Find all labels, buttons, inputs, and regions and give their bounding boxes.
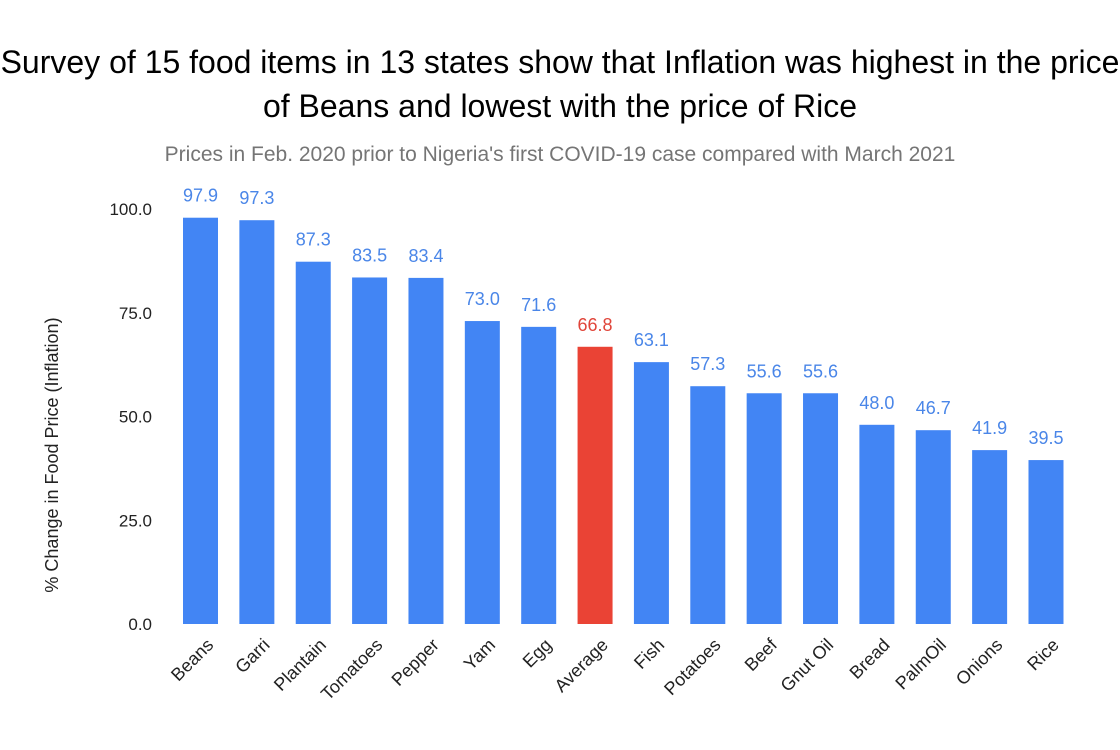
y-tick-labels: 0.0 25.0 50.0 75.0 100.0 [109,200,152,634]
x-tick-label: Garri [231,635,273,677]
bar-pepper [408,277,444,624]
value-label: 46.7 [916,398,951,418]
bars [183,217,1064,624]
value-label: 55.6 [747,361,782,381]
x-tick-label: PalmOil [891,635,950,694]
value-label: 41.9 [972,418,1007,438]
value-label: 71.6 [521,295,556,315]
x-tick-label: Beans [167,635,217,685]
y-tick-label: 25.0 [119,511,152,530]
chart-subtitle: Prices in Feb. 2020 prior to Nigeria's f… [164,143,956,166]
x-tick-label: Beef [741,634,782,675]
bar-potatoes [690,386,726,624]
value-label: 63.1 [634,330,669,350]
x-tick-label: Tomatoes [317,635,386,704]
y-tick-label: 75.0 [119,304,152,323]
y-tick-label: 50.0 [119,408,152,427]
bar-rice [1028,460,1064,624]
x-tick-label: Yam [460,635,499,674]
bar-egg [521,326,557,624]
value-label: 39.5 [1028,428,1063,448]
bar-yam [464,321,500,624]
bar-beef [746,393,782,624]
value-label: 97.9 [183,186,218,206]
value-label: 83.4 [408,246,443,266]
value-label: 57.3 [690,354,725,374]
x-tick-label: Fish [630,635,668,673]
bar-palmoil [915,430,951,624]
y-tick-label: 100.0 [109,200,152,219]
x-tick-label: Pepper [388,635,443,690]
x-tick-label: Gnut Oil [777,635,838,696]
bar-bread [859,424,895,624]
bar-fish [633,362,669,624]
x-tick-label: Potatoes [660,635,724,699]
chart-title: Survey of 15 food items in 13 states sho… [0,44,1120,124]
value-label: 48.0 [859,393,894,413]
bar-onions [972,450,1008,624]
y-tick-label: 0.0 [128,615,152,634]
x-tick-label: Onions [952,635,1006,689]
value-label: 66.8 [578,315,613,335]
value-labels: 97.9 97.3 87.3 83.5 83.4 73.0 71.6 66.8 63.1 57.3… [183,186,1064,448]
value-label: 55.6 [803,361,838,381]
y-axis-label: % Change in Food Price (Inflation) [42,317,62,592]
x-tick-label: Egg [519,635,556,672]
value-label: 97.3 [239,188,274,208]
bar-plantain [295,261,331,624]
bar-beans [183,217,218,624]
bar-average [577,346,613,624]
bar-garri [239,220,275,624]
bar-gnut-oil [803,393,839,624]
value-label: 83.5 [352,245,387,265]
x-tick-label: Rice [1023,635,1063,675]
bar-tomatoes [352,277,388,624]
value-label: 73.0 [465,289,500,309]
value-label: 87.3 [296,230,331,250]
x-tick-label: Bread [846,635,894,683]
x-tick-label: Average [551,635,612,696]
